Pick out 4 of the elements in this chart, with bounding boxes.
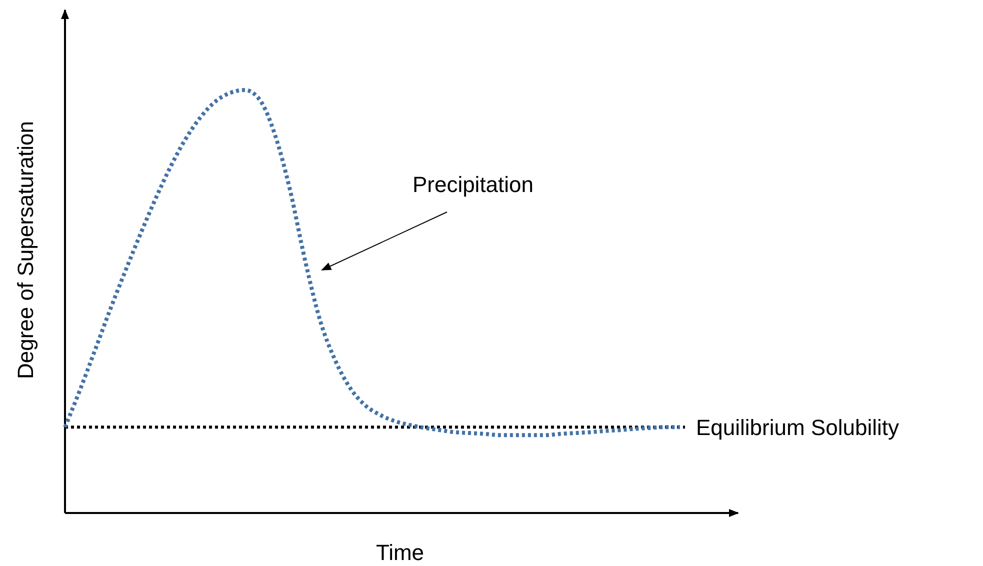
annotation: Precipitation (412, 172, 534, 197)
x-axis-title: Time (376, 540, 424, 565)
y-axis-title: Degree of Supersaturation (13, 120, 38, 380)
ref-line-label: Equilibrium Solubility (696, 415, 899, 440)
